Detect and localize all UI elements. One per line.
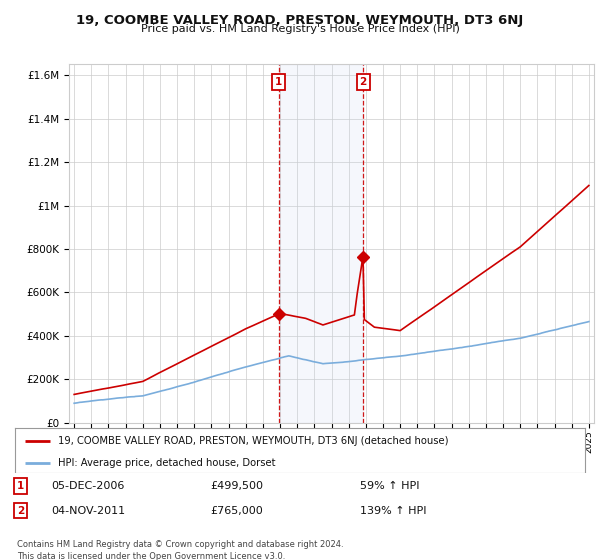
- Text: 2: 2: [17, 506, 24, 516]
- Text: 1: 1: [17, 481, 24, 491]
- Text: Contains HM Land Registry data © Crown copyright and database right 2024.
This d: Contains HM Land Registry data © Crown c…: [17, 540, 343, 560]
- Text: 19, COOMBE VALLEY ROAD, PRESTON, WEYMOUTH, DT3 6NJ (detached house): 19, COOMBE VALLEY ROAD, PRESTON, WEYMOUT…: [58, 436, 448, 446]
- Text: £765,000: £765,000: [210, 506, 263, 516]
- Text: 2: 2: [359, 77, 367, 87]
- Text: HPI: Average price, detached house, Dorset: HPI: Average price, detached house, Dors…: [58, 458, 275, 468]
- Text: 1: 1: [275, 77, 282, 87]
- Text: 05-DEC-2006: 05-DEC-2006: [51, 481, 124, 491]
- Text: £499,500: £499,500: [210, 481, 263, 491]
- Text: 59% ↑ HPI: 59% ↑ HPI: [360, 481, 419, 491]
- Text: 139% ↑ HPI: 139% ↑ HPI: [360, 506, 427, 516]
- Text: 04-NOV-2011: 04-NOV-2011: [51, 506, 125, 516]
- Text: Price paid vs. HM Land Registry's House Price Index (HPI): Price paid vs. HM Land Registry's House …: [140, 24, 460, 34]
- Text: 19, COOMBE VALLEY ROAD, PRESTON, WEYMOUTH, DT3 6NJ: 19, COOMBE VALLEY ROAD, PRESTON, WEYMOUT…: [76, 14, 524, 27]
- Bar: [278, 64, 363, 423]
